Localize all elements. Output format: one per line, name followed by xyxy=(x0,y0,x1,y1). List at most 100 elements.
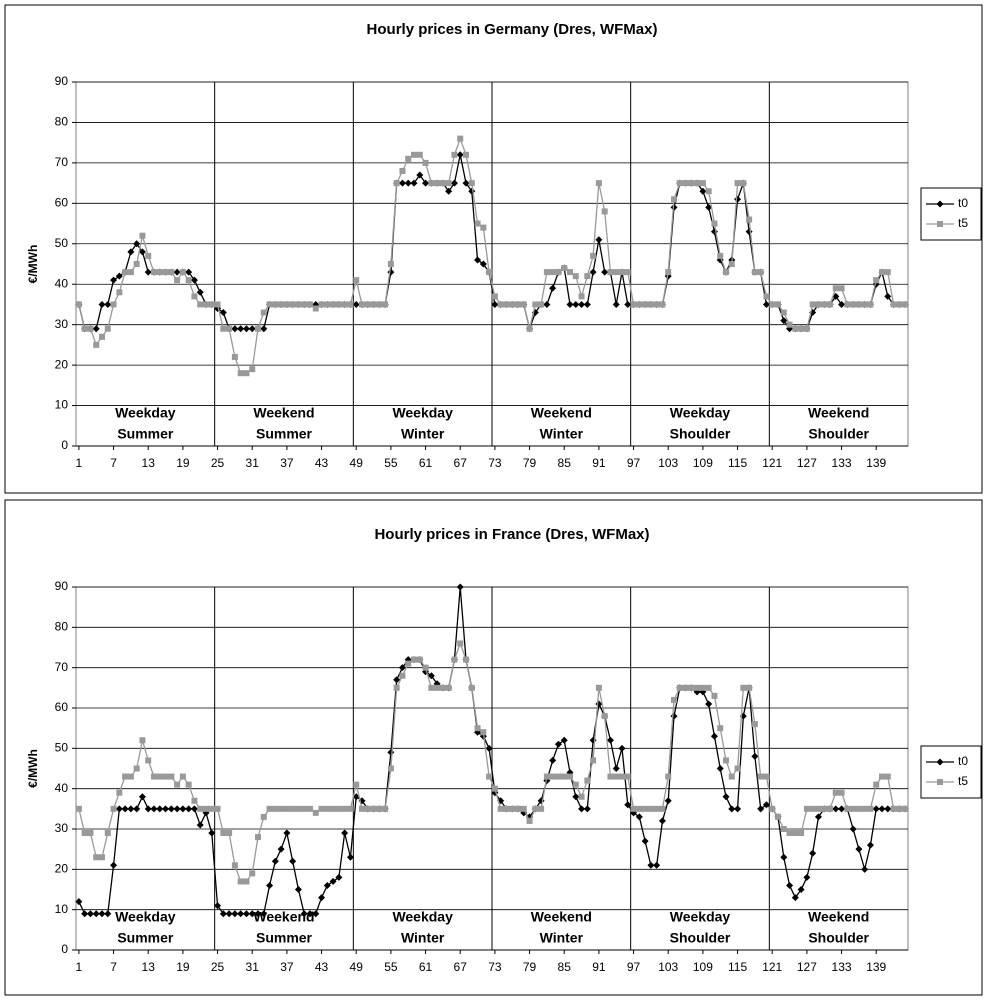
x-tick-label: 25 xyxy=(211,960,225,974)
point xyxy=(665,269,672,276)
point xyxy=(277,845,285,853)
point xyxy=(99,333,105,340)
point xyxy=(601,268,609,276)
point xyxy=(699,180,706,187)
x-tick-label: 37 xyxy=(280,456,294,470)
point xyxy=(734,805,742,813)
point xyxy=(797,886,805,893)
point xyxy=(450,179,458,187)
point xyxy=(509,805,516,812)
point xyxy=(601,713,608,720)
point xyxy=(803,873,811,881)
point xyxy=(890,805,897,812)
point xyxy=(260,813,267,820)
point xyxy=(278,805,285,812)
point xyxy=(814,813,822,821)
point xyxy=(174,277,181,284)
x-tick-label: 85 xyxy=(558,960,572,974)
point xyxy=(803,325,810,332)
point xyxy=(203,301,209,308)
point xyxy=(757,773,764,780)
point xyxy=(855,805,862,812)
point xyxy=(763,293,770,300)
point xyxy=(578,293,585,300)
x-tick-label: 73 xyxy=(488,456,502,470)
point xyxy=(248,325,256,333)
point xyxy=(491,785,498,792)
point xyxy=(497,301,504,308)
point xyxy=(162,773,169,780)
point xyxy=(578,805,586,813)
x-tick-label: 7 xyxy=(110,456,117,470)
point xyxy=(110,301,117,308)
point xyxy=(775,813,781,820)
point xyxy=(867,301,874,308)
point xyxy=(872,805,880,813)
point xyxy=(468,180,475,187)
x-tick-label: 55 xyxy=(384,960,398,974)
point xyxy=(255,834,261,841)
point xyxy=(86,910,94,918)
x-tick-label: 31 xyxy=(246,960,260,974)
point xyxy=(167,805,175,813)
point xyxy=(168,773,175,780)
point xyxy=(75,301,82,308)
segment-label: Weekend xyxy=(253,405,314,421)
point xyxy=(133,261,140,267)
point xyxy=(809,805,816,812)
point xyxy=(92,325,100,333)
y-tick-label: 10 xyxy=(55,398,69,412)
x-tick-label: 13 xyxy=(142,960,156,974)
point xyxy=(873,781,880,788)
point xyxy=(711,692,718,699)
point xyxy=(844,805,851,812)
point xyxy=(127,773,134,780)
point xyxy=(324,805,331,812)
point xyxy=(694,180,701,187)
point xyxy=(445,187,453,195)
point xyxy=(642,301,649,308)
point xyxy=(127,805,135,813)
segment-label: Shoulder xyxy=(670,426,731,442)
point xyxy=(520,301,527,308)
point xyxy=(393,180,400,187)
point xyxy=(405,660,412,667)
point xyxy=(486,773,493,780)
point xyxy=(838,789,845,796)
point xyxy=(226,325,233,332)
point xyxy=(699,187,707,195)
point xyxy=(850,805,857,812)
point xyxy=(248,910,256,918)
point xyxy=(294,886,302,893)
point xyxy=(278,301,285,308)
point xyxy=(705,188,712,195)
point xyxy=(624,300,632,308)
segment-label: Weekend xyxy=(808,405,869,421)
point xyxy=(318,301,325,308)
point xyxy=(873,277,880,284)
segment-label: Weekend xyxy=(531,909,592,925)
point xyxy=(676,180,683,187)
x-tick-label: 97 xyxy=(627,456,641,470)
point xyxy=(827,805,833,812)
point xyxy=(98,300,106,308)
segment-label: Weekday xyxy=(670,405,731,421)
point xyxy=(156,269,163,276)
point xyxy=(584,777,591,784)
point xyxy=(364,301,371,308)
point xyxy=(272,301,279,308)
segment-label: Weekday xyxy=(115,909,176,925)
point xyxy=(595,180,602,187)
point xyxy=(682,180,689,187)
point xyxy=(75,805,82,812)
point xyxy=(595,684,602,691)
x-tick-label: 109 xyxy=(693,456,713,470)
point xyxy=(122,773,129,780)
x-tick-label: 73 xyxy=(488,960,502,974)
point xyxy=(179,773,186,780)
point xyxy=(122,269,129,276)
point xyxy=(710,732,718,740)
point xyxy=(705,684,712,691)
point xyxy=(312,910,320,918)
point xyxy=(838,805,846,813)
